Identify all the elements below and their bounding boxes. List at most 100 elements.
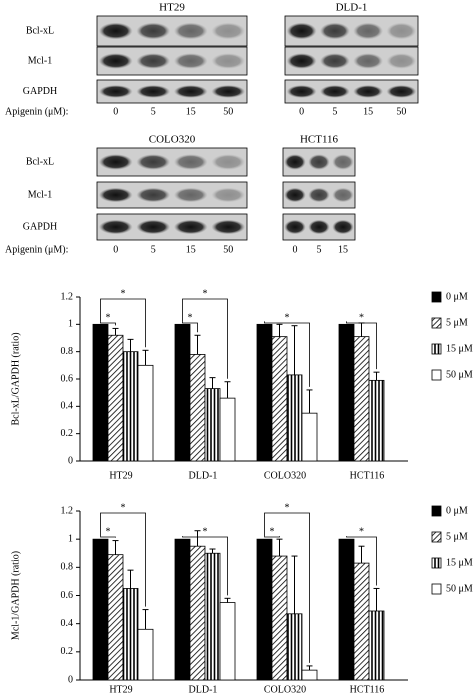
lane-label: 15: [186, 244, 196, 255]
blot-band: [173, 85, 208, 98]
blot-band: [286, 85, 317, 98]
bar: [174, 323, 191, 462]
significance-label: *: [121, 502, 126, 513]
blot-band: [211, 22, 246, 40]
lane-label: 50: [223, 244, 233, 255]
blot-band: [286, 53, 317, 69]
significance-bracket: [264, 321, 310, 387]
x-tick-label: COLO320: [264, 470, 306, 481]
significance-label: *: [359, 526, 364, 537]
blot-band: [173, 187, 208, 203]
blot-band: [308, 154, 330, 170]
blot-band: [211, 85, 246, 98]
significance-label: *: [106, 526, 111, 537]
blot-band: [286, 22, 317, 40]
significance-bracket: [100, 536, 116, 538]
blot-band: [136, 187, 171, 203]
legend-swatch: [431, 583, 442, 595]
significance-bracket: [100, 321, 116, 326]
bar: [107, 334, 124, 462]
bar: [107, 554, 124, 681]
blot-band: [98, 187, 133, 203]
blot-band: [173, 22, 208, 40]
legend-swatch: [431, 343, 442, 355]
y-tick-label: 0: [68, 674, 73, 685]
blot-band: [136, 22, 171, 40]
lane-axis-label: Apigenin (μM):: [5, 106, 68, 117]
y-tick-label: 0.8: [61, 346, 74, 357]
blot-title: HCT116: [300, 134, 339, 146]
y-tick-label: 0.4: [61, 401, 74, 412]
blot-band: [386, 85, 417, 98]
bar: [301, 412, 318, 462]
x-tick-label: COLO320: [264, 684, 306, 695]
blot-band: [353, 53, 384, 69]
lane-label: 15: [338, 244, 348, 255]
blot-band: [173, 154, 208, 170]
legend-swatch: [431, 505, 442, 517]
significance-label: *: [106, 312, 111, 323]
bar: [256, 538, 273, 681]
lane-label: 50: [396, 106, 406, 117]
y-tick-label: 1: [68, 319, 73, 330]
legend-label: 50 μM: [446, 369, 473, 380]
lane-label: 0: [113, 244, 118, 255]
y-tick-label: 0: [68, 455, 73, 466]
blot-band: [136, 85, 171, 98]
significance-label: *: [203, 526, 208, 537]
bar: [137, 364, 154, 462]
significance-bracket: [182, 298, 228, 379]
significance-bracket: [346, 321, 377, 370]
blot-band: [136, 154, 171, 170]
blot-band: [98, 85, 133, 98]
y-tick-label: 0.6: [61, 590, 74, 601]
significance-label: *: [285, 312, 290, 323]
blot-band: [353, 85, 384, 98]
y-tick-label: 0.8: [61, 562, 74, 573]
bar: [338, 323, 355, 462]
significance-bracket: [100, 298, 146, 348]
blot-band: [173, 219, 208, 235]
blot-band: [284, 154, 306, 170]
bar: [92, 538, 109, 681]
bar: [286, 613, 303, 681]
blot-band: [319, 53, 350, 69]
significance-label: *: [285, 502, 290, 513]
blot-band: [332, 219, 354, 235]
lane-label: 0: [113, 106, 118, 117]
lane-label: 15: [186, 106, 196, 117]
blot-band: [211, 154, 246, 170]
legend-label: 0 μM: [446, 291, 468, 302]
blot-row-label: Bcl-xL: [26, 25, 54, 36]
blot-band: [284, 187, 306, 203]
blot-row-label: GAPDH: [23, 221, 57, 232]
y-tick-label: 0.2: [61, 428, 74, 439]
lane-label: 5: [151, 244, 156, 255]
bar: [189, 545, 206, 681]
bar: [368, 379, 385, 462]
x-tick-label: HCT116: [350, 470, 385, 481]
bar: [122, 351, 139, 462]
legend-swatch: [431, 557, 442, 569]
lane-label: 5: [151, 106, 156, 117]
significance-label: *: [121, 288, 126, 299]
blot-band: [98, 219, 133, 235]
significance-bracket: [100, 512, 146, 607]
bar: [256, 323, 273, 462]
blot-band: [173, 53, 208, 69]
blot-band: [332, 154, 354, 170]
bar: [271, 336, 288, 462]
blot-band: [386, 22, 417, 40]
bar: [219, 602, 236, 681]
bar: [189, 353, 206, 462]
bar: [353, 336, 370, 462]
lane-axis-label: Apigenin (μM):: [5, 244, 68, 255]
blot-title: COLO320: [149, 134, 196, 146]
blot-row-label: Mcl-1: [28, 55, 52, 66]
blot-band: [98, 22, 133, 40]
y-tick-label: 0.6: [61, 373, 74, 384]
legend-label: 15 μM: [446, 343, 473, 354]
bar: [219, 397, 236, 462]
lane-label: 5: [332, 106, 337, 117]
